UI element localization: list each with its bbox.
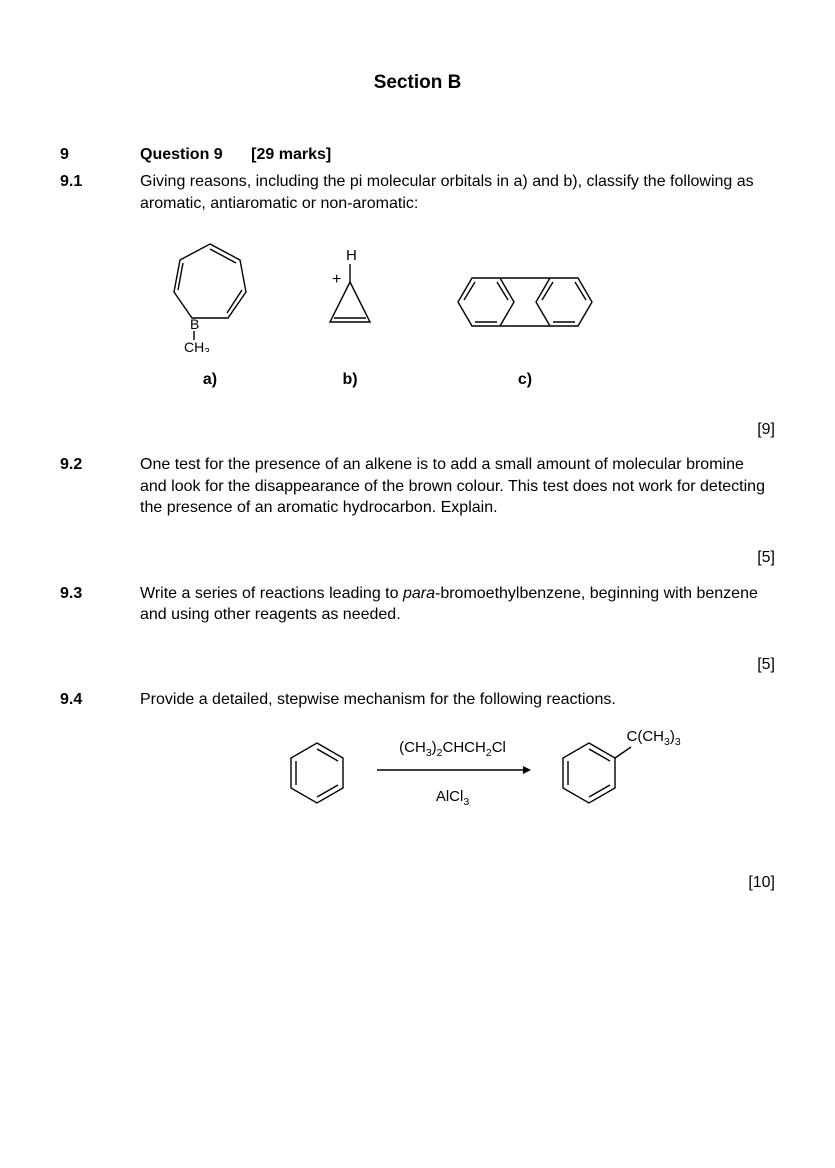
q9-4-text: Provide a detailed, stepwise mechanism f… bbox=[140, 689, 775, 711]
q9-4-body: Provide a detailed, stepwise mechanism f… bbox=[140, 689, 775, 821]
reaction-arrow-block: (CH3)2CHCH2Cl AlCl3 bbox=[373, 738, 533, 809]
question-header-row: 9 Question 9 [29 marks] bbox=[60, 144, 775, 166]
q9-1-body: Giving reasons, including the pi molecul… bbox=[140, 171, 775, 390]
svg-text:CH3: CH3 bbox=[184, 339, 210, 352]
svg-text:+: + bbox=[332, 271, 341, 288]
fig-a-structure: B CH3 bbox=[160, 232, 260, 352]
reagent-bottom: AlCl3 bbox=[373, 787, 533, 809]
q9-3-num: 9.3 bbox=[60, 583, 140, 626]
q9-3-row: 9.3 Write a series of reactions leading … bbox=[60, 583, 775, 626]
q9-3-text-italic: para bbox=[403, 585, 435, 602]
question-header-label: Question 9 bbox=[140, 146, 223, 163]
fig-b: H + b) bbox=[310, 242, 390, 390]
q9-3-text: Write a series of reactions leading to p… bbox=[140, 583, 775, 626]
reagent-top: (CH3)2CHCH2Cl bbox=[373, 738, 533, 760]
q9-1-figures: B CH3 a) H + b) bbox=[140, 232, 775, 390]
rt-g: Cl bbox=[492, 739, 506, 756]
q9-2-row: 9.2 One test for the presence of an alke… bbox=[60, 454, 775, 519]
q9-1-row: 9.1 Giving reasons, including the pi mol… bbox=[60, 171, 775, 390]
q9-1-text: Giving reasons, including the pi molecul… bbox=[140, 171, 775, 214]
reactant-benzene bbox=[277, 733, 357, 813]
rt-a: (CH bbox=[399, 739, 426, 756]
q9-4-num: 9.4 bbox=[60, 689, 140, 821]
fig-c-structure bbox=[440, 252, 610, 352]
pl-d: 3 bbox=[675, 736, 681, 748]
q9-1-num: 9.1 bbox=[60, 171, 140, 390]
fig-a-label: a) bbox=[160, 369, 260, 391]
q9-2-text: One test for the presence of an alkene i… bbox=[140, 454, 775, 519]
question-header-marks: [29 marks] bbox=[251, 146, 331, 163]
question-number: 9 bbox=[60, 144, 140, 166]
reaction-arrow-icon bbox=[373, 762, 533, 778]
svg-text:B: B bbox=[190, 316, 199, 332]
rb-a: AlCl bbox=[436, 788, 464, 805]
product-label: C(CH3)3 bbox=[627, 727, 681, 749]
q9-2-num: 9.2 bbox=[60, 454, 140, 519]
section-title: Section B bbox=[60, 70, 775, 96]
q9-4-reaction: (CH3)2CHCH2Cl AlCl3 bbox=[140, 725, 775, 822]
fig-a: B CH3 a) bbox=[160, 232, 260, 390]
q9-4-marks: [10] bbox=[60, 872, 775, 894]
fig-b-structure: H + bbox=[310, 242, 390, 352]
q9-2-marks: [5] bbox=[60, 547, 775, 569]
product-benzene bbox=[549, 725, 639, 815]
rb-b: 3 bbox=[463, 796, 469, 808]
pl-a: C(CH bbox=[627, 728, 665, 745]
product: C(CH3)3 bbox=[549, 725, 639, 822]
question-header: Question 9 [29 marks] bbox=[140, 144, 775, 166]
q9-3-marks: [5] bbox=[60, 654, 775, 676]
q9-4-row: 9.4 Provide a detailed, stepwise mechani… bbox=[60, 689, 775, 821]
svg-text:H: H bbox=[346, 247, 357, 264]
fig-c-label: c) bbox=[440, 369, 610, 391]
fig-b-label: b) bbox=[310, 369, 390, 391]
q9-1-marks: [9] bbox=[60, 419, 775, 441]
rt-e: CHCH bbox=[443, 739, 486, 756]
q9-3-text-pre: Write a series of reactions leading to bbox=[140, 585, 403, 602]
fig-c: c) bbox=[440, 252, 610, 390]
